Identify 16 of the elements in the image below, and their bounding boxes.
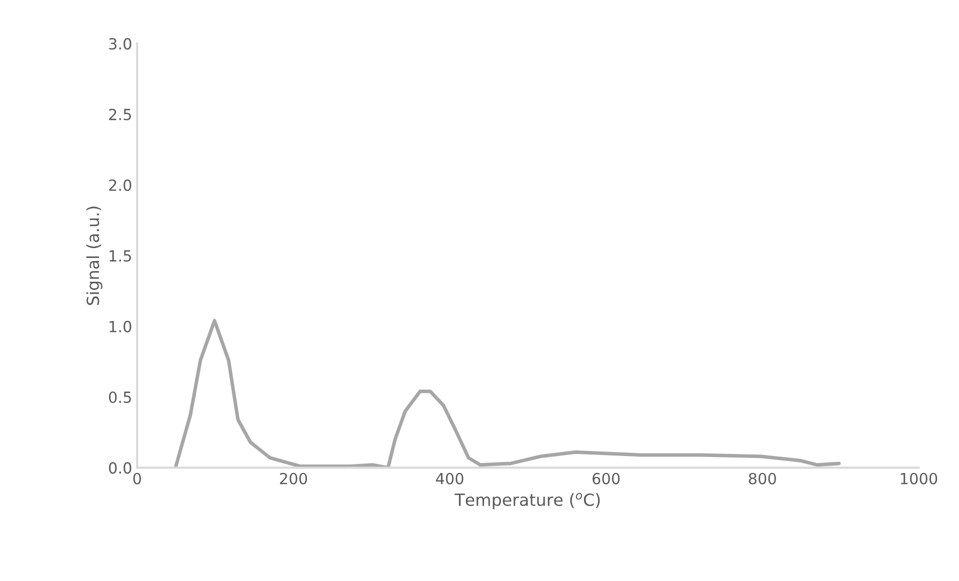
y-tick-label: 1.0 — [110, 320, 132, 332]
y-tick-label: 2.0 — [109, 179, 132, 191]
x-tick-label: 0 — [133, 472, 141, 484]
x-tick-label: 200 — [280, 472, 308, 484]
y-tick-label: 0.5 — [108, 391, 131, 404]
y-tick-label: 1.5 — [110, 250, 131, 262]
x-tick-label: 600 — [592, 472, 620, 484]
line-series — [174, 318, 841, 468]
y-axis-title: Signal (a.u.) — [86, 206, 102, 305]
x-tick-label: 800 — [748, 472, 776, 484]
x-tick-label: 400 — [436, 472, 464, 484]
y-tick-label: 0.0 — [108, 462, 132, 474]
y-tick-label: 3.0 — [109, 38, 132, 50]
y-tick-label: 2.5 — [109, 108, 131, 120]
x-tick-label: 1000 — [900, 472, 938, 484]
x-axis-title: Temperature ($^{o}$C) — [454, 492, 600, 510]
